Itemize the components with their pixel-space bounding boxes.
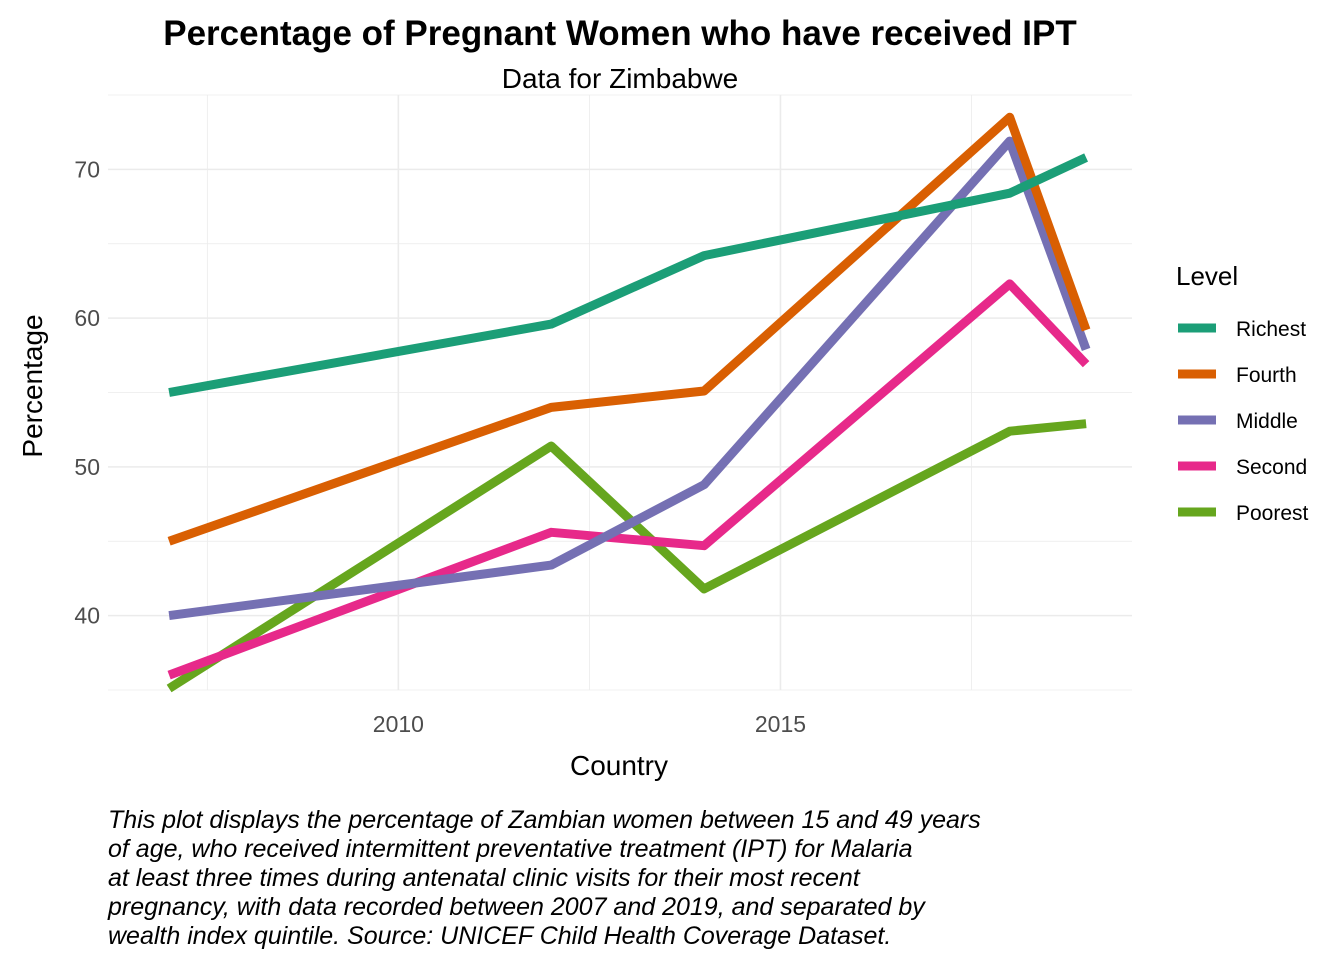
- legend-label-second: Second: [1236, 456, 1307, 479]
- series-line-fourth: [167, 112, 1091, 546]
- legend-label-middle: Middle: [1236, 410, 1298, 433]
- y-axis-title: Percentage: [17, 314, 48, 457]
- chart-title: Percentage of Pregnant Women who have re…: [163, 14, 1077, 53]
- legend-label-richest: Richest: [1236, 318, 1306, 341]
- caption-line: wealth index quintile. Source: UNICEF Ch…: [108, 922, 892, 950]
- legend-label-fourth: Fourth: [1236, 364, 1297, 387]
- caption-line: at least three times during antenatal cl…: [108, 864, 860, 892]
- legend: Richest Fourth Middle Second Poorest: [1178, 318, 1309, 525]
- x-tick-label: 2010: [373, 711, 424, 737]
- y-tick-label: 70: [74, 156, 100, 182]
- chart-subtitle: Data for Zimbabwe: [502, 63, 739, 94]
- series-line-poorest: [166, 419, 1087, 693]
- x-axis-title: Country: [570, 750, 668, 781]
- y-tick-label: 60: [74, 305, 100, 331]
- caption-line: This plot displays the percentage of Zam…: [108, 806, 981, 834]
- axis-ticks: 2010 2015 40 50 60 70: [74, 156, 806, 737]
- legend-title: Level: [1176, 261, 1238, 291]
- series-line-richest: [168, 153, 1089, 397]
- y-tick-label: 40: [74, 603, 100, 629]
- caption-line: pregnancy, with data recorded between 20…: [108, 893, 925, 921]
- y-tick-label: 50: [74, 454, 100, 480]
- x-tick-label: 2015: [755, 711, 806, 737]
- series-line-middle: [168, 136, 1091, 621]
- series-lines: [166, 112, 1091, 693]
- legend-label-poorest: Poorest: [1236, 502, 1309, 525]
- caption: This plot displays the percentage of Zam…: [108, 806, 1108, 951]
- caption-line: of age, who received intermittent preven…: [108, 835, 913, 863]
